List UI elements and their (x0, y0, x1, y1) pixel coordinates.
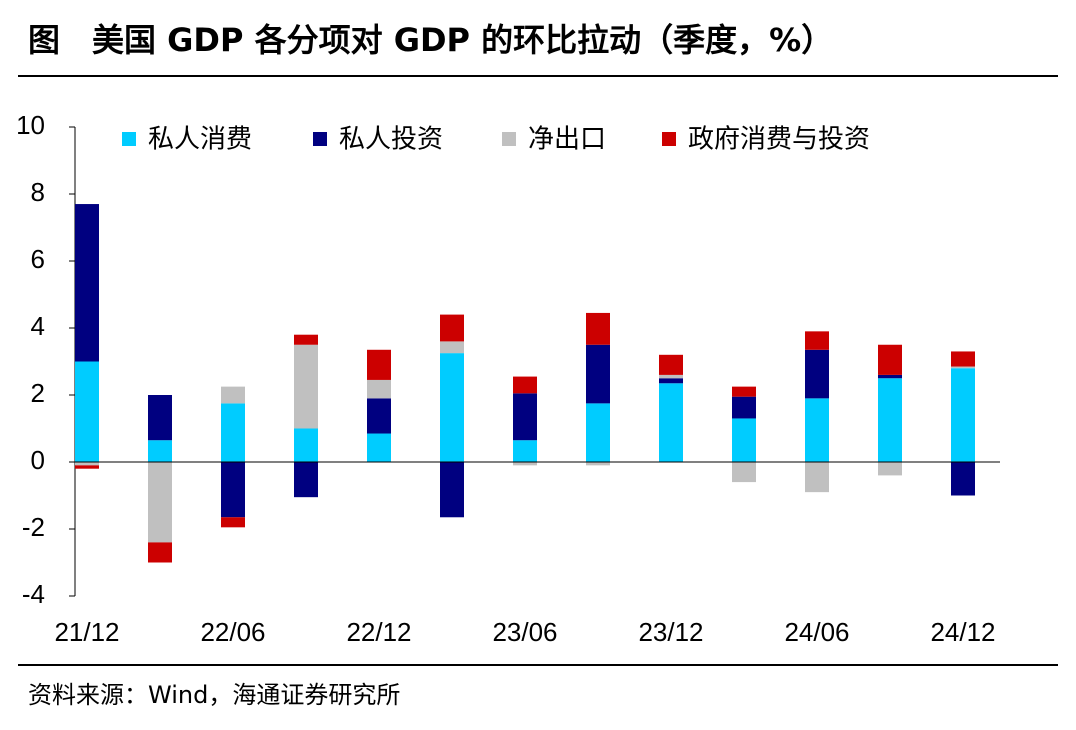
bar-segment (440, 353, 464, 462)
bar-segment (951, 368, 975, 462)
bar-segment (440, 462, 464, 518)
bar-segment (440, 314, 464, 342)
bar-segment (148, 542, 172, 563)
legend-label: 私人投资 (339, 125, 443, 155)
source: 资料来源：Wind，海通证券研究所 (28, 681, 400, 709)
bar-segment (440, 341, 464, 354)
bar-segment (659, 383, 683, 462)
y-tick-label: 4 (31, 311, 45, 341)
bar-segment (367, 379, 391, 399)
bar-segment (805, 349, 829, 399)
bar-segment (732, 386, 756, 397)
legend-swatch (313, 132, 327, 146)
bar-segment (951, 351, 975, 367)
bar-segment (878, 378, 902, 462)
bar-segment (75, 204, 99, 362)
legend-label: 净出口 (528, 125, 606, 155)
y-tick-label: 2 (31, 378, 45, 408)
bar-segment (878, 462, 902, 476)
bar-segment (659, 378, 683, 384)
bar-segment (294, 428, 318, 462)
bar-segment (148, 462, 172, 543)
bar-segment (586, 312, 610, 345)
bar-segment (513, 462, 537, 466)
bar-segment (805, 331, 829, 350)
y-tick-label: 6 (31, 244, 45, 274)
bar-segment (148, 440, 172, 462)
legend-swatch (502, 132, 516, 146)
bar-segment (75, 361, 99, 462)
x-tick-label: 21/12 (54, 617, 119, 647)
bar-segment (732, 418, 756, 462)
x-tick-label: 24/12 (930, 617, 995, 647)
bar-segment (75, 465, 99, 469)
legend-swatch (122, 132, 136, 146)
bar-segment (659, 354, 683, 375)
bar-segment (367, 398, 391, 434)
bar-segment (513, 440, 537, 462)
bar-segment (951, 462, 975, 496)
bar-segment (367, 433, 391, 462)
bar-segment (586, 344, 610, 404)
bar-segment (878, 374, 902, 379)
bar-segment (221, 517, 245, 528)
y-tick-label: 10 (16, 110, 45, 140)
bar-segment (148, 395, 172, 441)
bar-segment (75, 462, 99, 466)
bar-segment (367, 349, 391, 380)
chart-title: 图 美国 GDP 各分项对 GDP 的环比拉动（季度，%） (28, 21, 833, 59)
bar-segment (951, 366, 975, 369)
bar-segment (732, 462, 756, 483)
bar-segment (586, 462, 610, 466)
legend-label: 私人消费 (148, 125, 252, 155)
bar-segment (221, 403, 245, 462)
bar-segment (732, 396, 756, 419)
bar-segment (294, 462, 318, 498)
legend-swatch (662, 132, 676, 146)
bar-segment (805, 462, 829, 493)
bar-segment (513, 393, 537, 441)
legend-label: 政府消费与投资 (688, 125, 870, 155)
bar-segment (805, 398, 829, 462)
x-tick-label: 23/12 (638, 617, 703, 647)
bar-segment (586, 403, 610, 462)
y-tick-label: 8 (31, 177, 45, 207)
bar-segment (221, 462, 245, 518)
y-tick-label: -4 (22, 579, 45, 609)
x-tick-label: 22/06 (200, 617, 265, 647)
y-tick-label: -2 (22, 512, 45, 542)
bar-segment (221, 386, 245, 404)
bar-segment (659, 374, 683, 379)
x-tick-label: 24/06 (784, 617, 849, 647)
x-tick-label: 22/12 (346, 617, 411, 647)
y-tick-label: 0 (31, 445, 45, 475)
bar-segment (294, 334, 318, 345)
bar-segment (513, 376, 537, 394)
x-tick-label: 23/06 (492, 617, 557, 647)
bar-segment (878, 344, 902, 375)
bar-segment (294, 344, 318, 429)
